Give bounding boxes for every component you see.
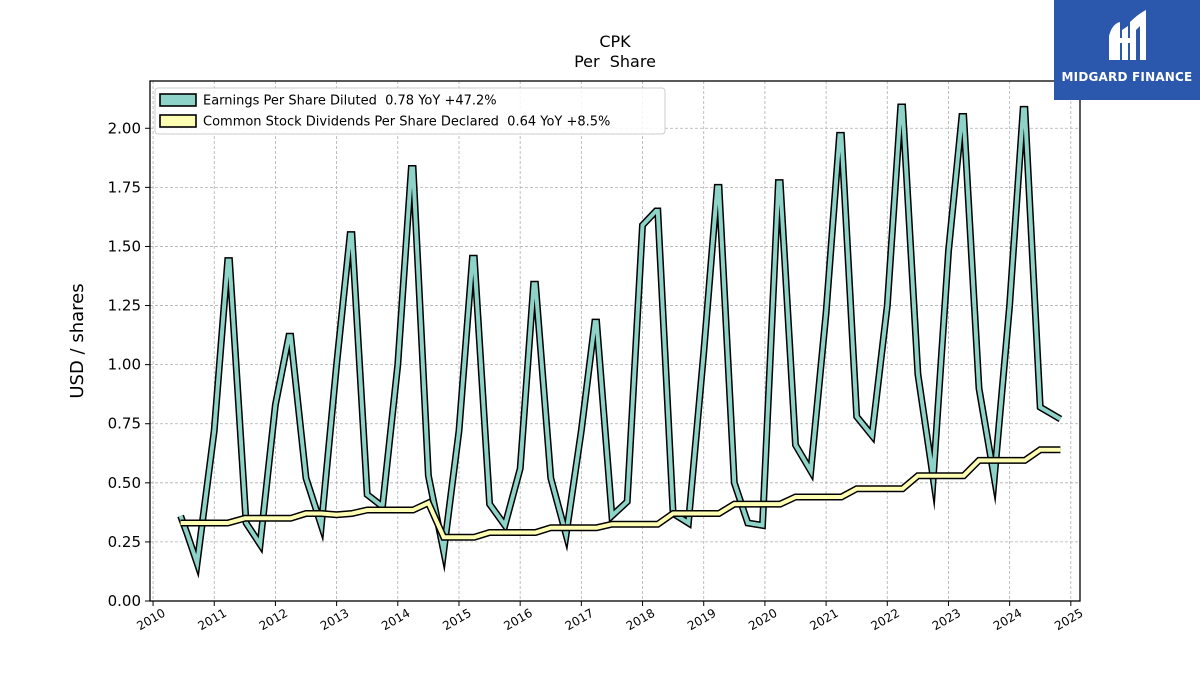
legend-label-eps: Earnings Per Share Diluted 0.78 YoY +47.…: [203, 94, 497, 109]
plot-frame: [149, 80, 1081, 602]
x-tick-label: 2013: [318, 606, 351, 633]
brand-name: MIDGARD FINANCE: [1061, 70, 1193, 84]
y-tick-label: 1.50: [108, 237, 141, 255]
x-axis-ticks: 2010 2011 2012 2013 2014 2015 2016 2017 2018 2019…: [134, 601, 1086, 633]
x-tick-label: 2017: [563, 606, 596, 633]
legend-box: [154, 87, 666, 135]
x-tick-label: 2021: [807, 606, 840, 633]
chart-subtitle: Per Share: [574, 52, 656, 71]
legend: Earnings Per Share Diluted 0.78 YoY +47.…: [154, 87, 666, 135]
y-tick-label: 0.00: [108, 592, 141, 610]
y-tick-label: 0.25: [108, 533, 141, 551]
series-stroke: [178, 105, 1062, 573]
x-tick-label: 2024: [991, 606, 1024, 633]
y-tick-label: 1.75: [108, 178, 141, 196]
y-axis-ticks: 0.00 0.25 0.50 0.75 1.00 1.25 1.50 1.75 2.00: [108, 119, 150, 610]
x-tick-label: 2011: [196, 606, 229, 633]
x-tick-label: 2020: [746, 606, 779, 633]
x-tick-label: 2016: [501, 606, 534, 633]
x-tick-label: 2023: [930, 606, 963, 633]
y-axis-label: USD / shares: [67, 283, 88, 398]
legend-label-dividends: Common Stock Dividends Per Share Declare…: [203, 115, 610, 130]
x-tick-label: 2012: [257, 606, 290, 633]
x-tick-label: 2014: [379, 606, 412, 633]
midgard-logo-icon: [1109, 10, 1146, 60]
x-tick-label: 2022: [869, 606, 902, 633]
x-tick-label: 2019: [685, 606, 718, 633]
series-line-dividends: [180, 446, 1061, 541]
brand-logo: MIDGARD FINANCE: [1054, 0, 1200, 100]
legend-swatch-eps: [159, 93, 197, 107]
series-stroke: [180, 447, 1061, 540]
y-tick-label: 1.00: [108, 356, 141, 374]
y-tick-label: 2.00: [108, 119, 141, 137]
x-tick-label: 2025: [1052, 606, 1085, 633]
series-line-eps: [177, 103, 1063, 579]
y-tick-label: 0.50: [108, 474, 141, 492]
y-tick-label: 0.75: [108, 415, 141, 433]
x-tick-label: 2015: [440, 606, 473, 633]
legend-swatch-dividends: [159, 114, 197, 128]
series-layer: [177, 103, 1063, 579]
x-tick-label: 2018: [624, 606, 657, 633]
y-tick-label: 1.25: [108, 297, 141, 315]
chart-title: CPK: [599, 32, 631, 51]
